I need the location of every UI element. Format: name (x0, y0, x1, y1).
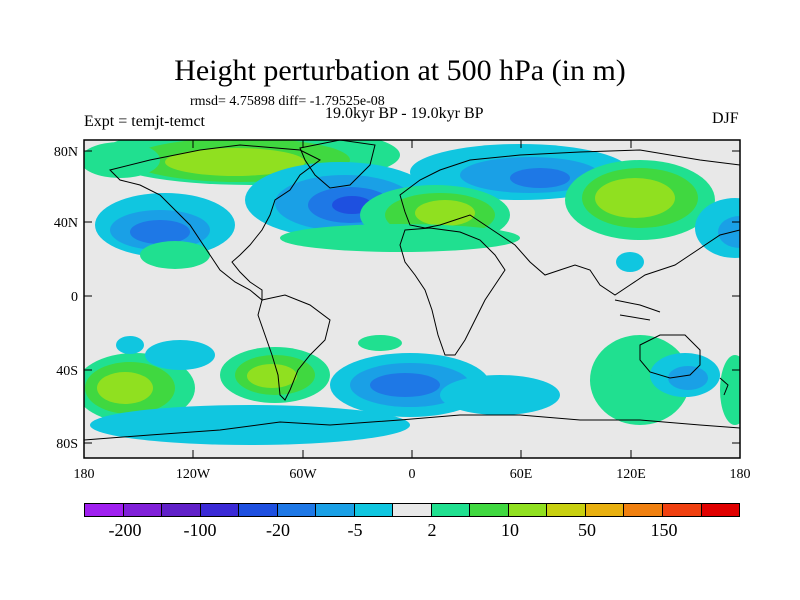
colorbar-cell (547, 504, 586, 516)
period-line: 19.0kyr BP - 19.0kyr BP (325, 105, 484, 122)
colorbar-cell (316, 504, 355, 516)
lat-label-80n: 80N (54, 145, 78, 160)
lon-label-0: 0 (409, 467, 416, 482)
lon-label-180w: 180 (74, 467, 95, 482)
colorbar (84, 503, 740, 517)
colorbar-label: -200 (108, 520, 142, 540)
lat-label-40s: 40S (56, 364, 78, 379)
lon-label-60w: 60W (289, 467, 317, 482)
colorbar-label: 150 (650, 520, 678, 540)
colorbar-cell (239, 504, 278, 516)
colorbar-cell (624, 504, 663, 516)
lat-label-40n: 40N (54, 216, 78, 231)
colorbar-label: 2 (427, 520, 437, 540)
colorbar-label: -100 (183, 520, 217, 540)
colorbar-cell (162, 504, 201, 516)
plot-title: Height perturbation at 500 hPa (in m) (174, 54, 626, 87)
colorbar-label: 10 (501, 520, 519, 540)
axis-ticks (83, 140, 741, 458)
colorbar-label: -5 (347, 520, 363, 540)
coastlines (84, 140, 740, 441)
lon-label-120w: 120W (176, 467, 211, 482)
colorbar-cell (123, 504, 163, 516)
lat-label-80s: 80S (56, 437, 78, 452)
colorbar-cell (470, 504, 509, 516)
lon-label-60e: 60E (510, 467, 533, 482)
experiment-label: Expt = temjt-temct (84, 113, 205, 130)
colorbar-cell (393, 504, 432, 516)
colorbar-cell (508, 504, 548, 516)
colorbar-cell (701, 504, 740, 516)
colorbar-cell (200, 504, 240, 516)
colorbar-cell (277, 504, 317, 516)
colorbar-label: 50 (578, 520, 596, 540)
lat-label-0: 0 (71, 290, 78, 305)
season-label: DJF (712, 110, 739, 127)
colorbar-cell (85, 504, 124, 516)
lon-label-180e: 180 (730, 467, 751, 482)
colorbar-cell (431, 504, 471, 516)
contour-field (84, 140, 740, 458)
stats-line: rmsd= 4.75898 diff= -1.79525e-08 (190, 94, 385, 109)
colorbar-label: -20 (266, 520, 290, 540)
lon-label-120e: 120E (616, 467, 646, 482)
colorbar-cell (585, 504, 625, 516)
colorbar-cell (662, 504, 702, 516)
colorbar-cell (354, 504, 394, 516)
